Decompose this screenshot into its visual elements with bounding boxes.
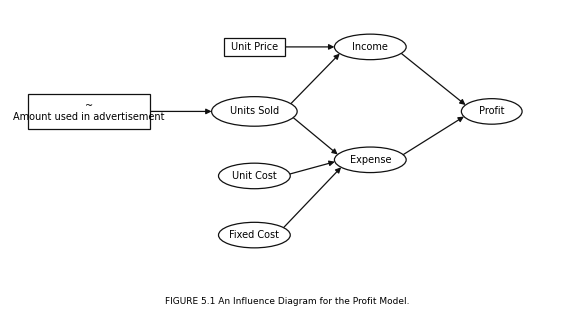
Ellipse shape [218, 163, 290, 189]
Text: Income: Income [352, 42, 388, 52]
FancyBboxPatch shape [28, 94, 150, 129]
Text: Profit: Profit [479, 106, 504, 116]
Text: Unit Price: Unit Price [231, 42, 278, 52]
Text: Fixed Cost: Fixed Cost [229, 230, 279, 240]
FancyBboxPatch shape [224, 38, 285, 56]
Text: ~
Amount used in advertisement: ~ Amount used in advertisement [13, 101, 164, 122]
Ellipse shape [335, 147, 406, 173]
Ellipse shape [212, 97, 297, 126]
Ellipse shape [335, 34, 406, 60]
Text: FIGURE 5.1 An Influence Diagram for the Profit Model.: FIGURE 5.1 An Influence Diagram for the … [165, 297, 410, 306]
Ellipse shape [461, 99, 522, 124]
Text: Unit Cost: Unit Cost [232, 171, 277, 181]
Text: Units Sold: Units Sold [230, 106, 279, 116]
Ellipse shape [218, 222, 290, 248]
Text: Expense: Expense [350, 155, 391, 165]
